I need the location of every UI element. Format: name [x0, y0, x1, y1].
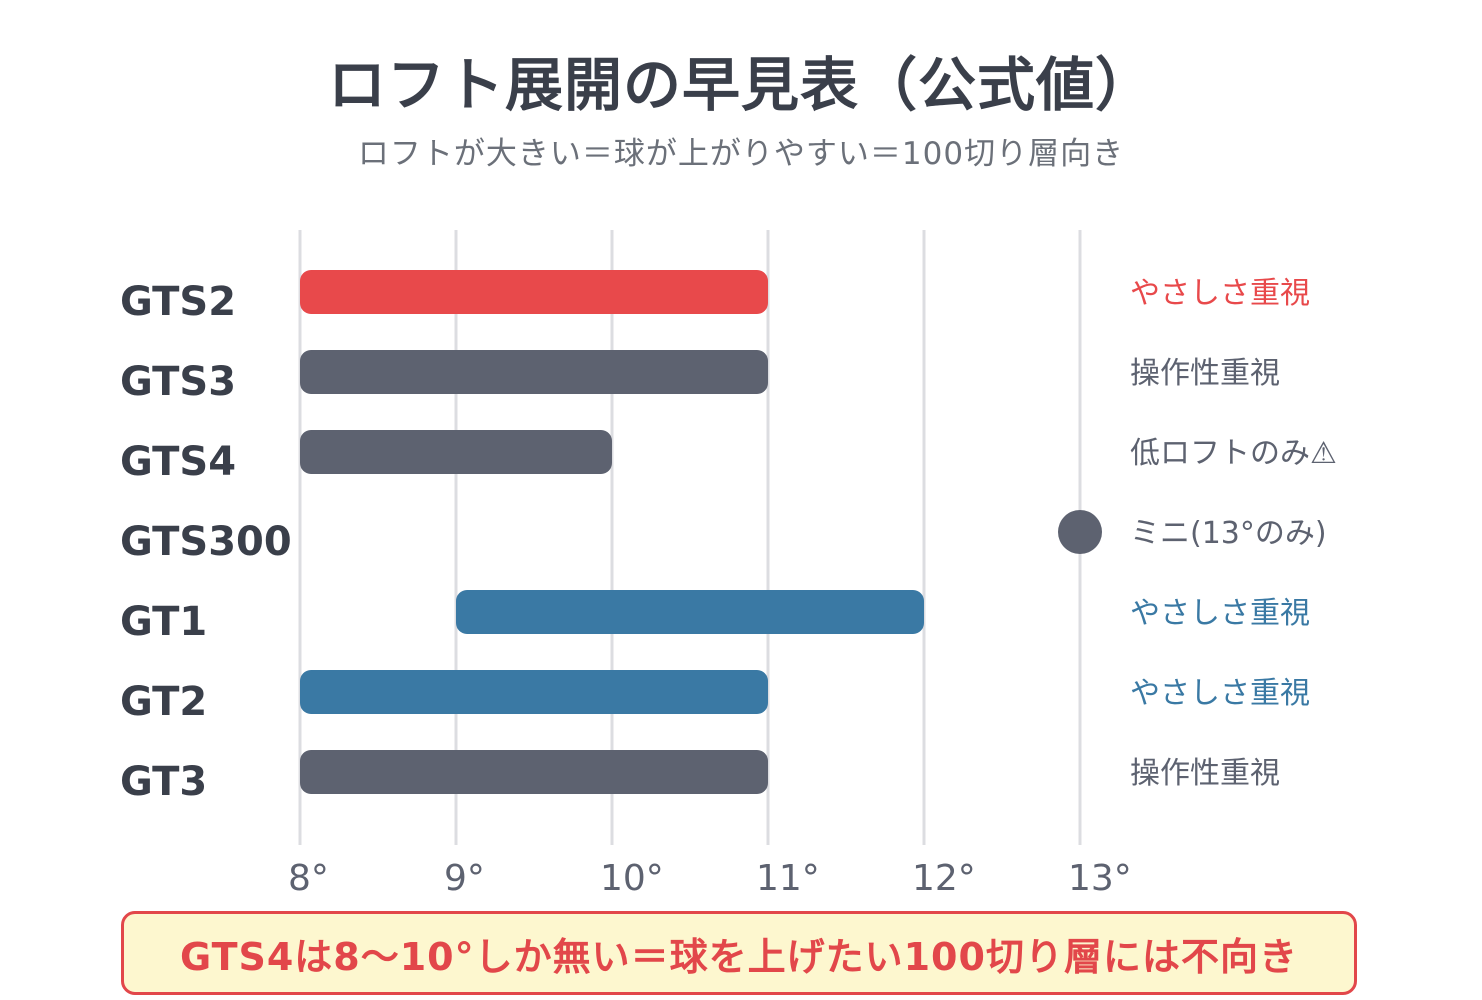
category-label: GTS4: [120, 439, 236, 485]
category-label: GT1: [120, 599, 207, 645]
category-label: GT2: [120, 679, 207, 725]
single-value-dot: [1058, 510, 1102, 554]
x-tick-label: 8°: [288, 858, 329, 899]
notes: やさしさ重視操作性重視低ロフトのみ⚠ミニ(13°のみ)やさしさ重視やさしさ重視操…: [1130, 276, 1337, 791]
footer-note-box: GTS4は8〜10°しか無い＝球を上げたい100切り層には不向き: [121, 911, 1357, 995]
x-tick-label: 13°: [1068, 858, 1132, 899]
row-note: ミニ(13°のみ): [1130, 516, 1327, 551]
x-axis-ticks: 8° 9° 10° 11° 12° 13°: [288, 858, 1132, 899]
chart-title: ロフト展開の早見表（公式値）: [327, 51, 1154, 119]
range-bar: [300, 430, 612, 474]
bars: [300, 270, 1102, 794]
range-bar: [300, 750, 768, 794]
row-note: やさしさ重視: [1130, 596, 1310, 631]
category-label: GTS300: [120, 519, 292, 565]
row-note: やさしさ重視: [1130, 276, 1310, 311]
footer-note: GTS4は8〜10°しか無い＝球を上げたい100切り層には不向き: [180, 934, 1298, 979]
x-tick-label: 12°: [912, 858, 976, 899]
x-tick-label: 10°: [600, 858, 664, 899]
row-note: 操作性重視: [1130, 756, 1280, 791]
x-tick-label: 9°: [444, 858, 485, 899]
range-bar: [300, 670, 768, 714]
row-note: 低ロフトのみ⚠: [1130, 436, 1337, 471]
x-tick-label: 11°: [756, 858, 820, 899]
row-note: やさしさ重視: [1130, 676, 1310, 711]
category-label: GT3: [120, 759, 207, 805]
category-label: GTS2: [120, 279, 236, 325]
range-bar: [456, 590, 924, 634]
range-bar: [300, 270, 768, 314]
chart-subtitle: ロフトが大きい＝球が上がりやすい＝100切り層向き: [357, 136, 1125, 172]
category-label: GTS3: [120, 359, 236, 405]
category-labels: GTS2 GTS3 GTS4 GTS300 GT1 GT2 GT3: [120, 279, 292, 805]
range-bar: [300, 350, 768, 394]
row-note: 操作性重視: [1130, 356, 1280, 391]
